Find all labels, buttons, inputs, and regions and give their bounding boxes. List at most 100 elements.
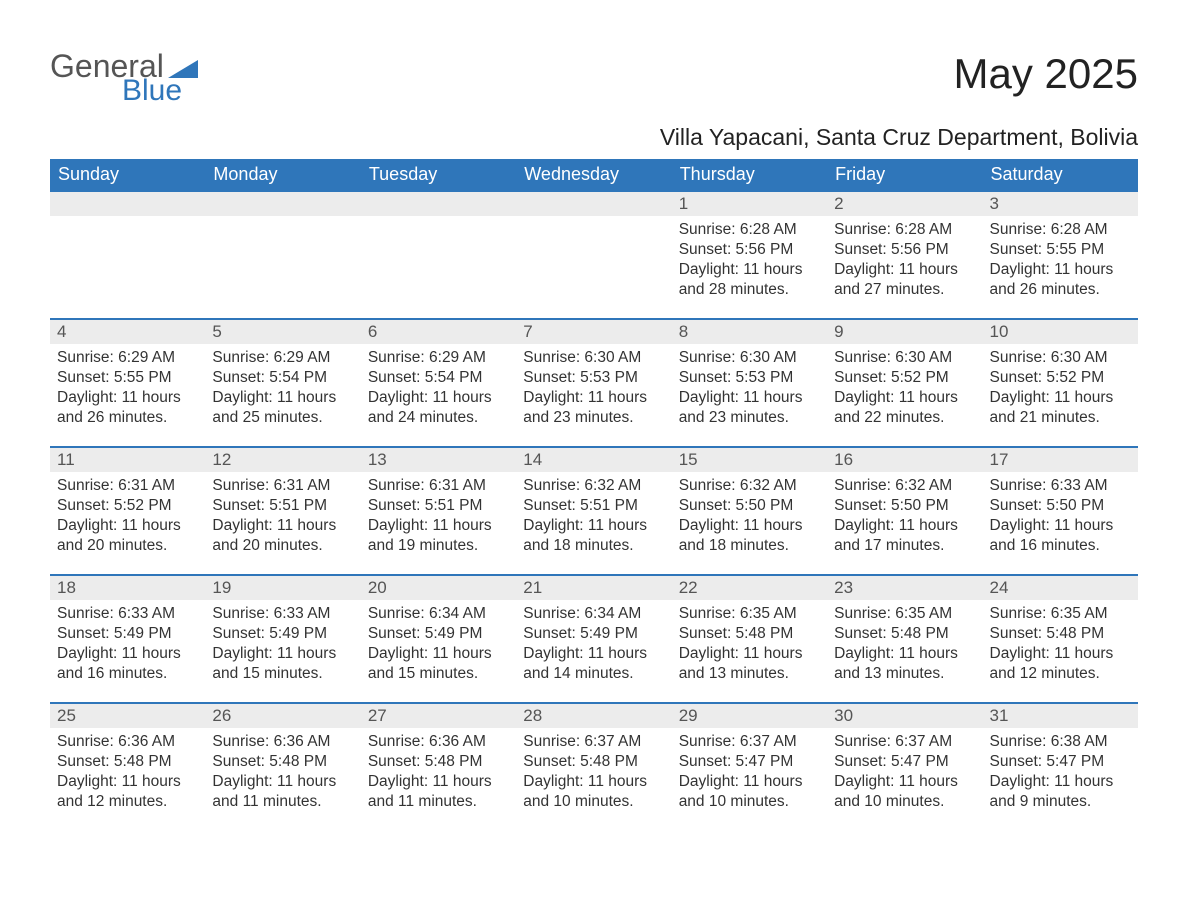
sunrise-line: Sunrise: 6:37 AM (679, 732, 820, 752)
daylight-line: Daylight: 11 hours and 22 minutes. (834, 388, 975, 428)
sunset-line: Sunset: 5:56 PM (679, 240, 820, 260)
day-number: 11 (50, 446, 205, 472)
header: General Blue May 2025 (50, 50, 1138, 106)
day-details: Sunrise: 6:35 AMSunset: 5:48 PMDaylight:… (672, 600, 827, 685)
daylight-line: Daylight: 11 hours and 12 minutes. (990, 644, 1131, 684)
sunrise-line: Sunrise: 6:32 AM (523, 476, 664, 496)
sunrise-line: Sunrise: 6:36 AM (368, 732, 509, 752)
sunset-line: Sunset: 5:49 PM (57, 624, 198, 644)
page-title: May 2025 (954, 50, 1138, 98)
calendar-cell: 2Sunrise: 6:28 AMSunset: 5:56 PMDaylight… (827, 190, 982, 318)
calendar-cell: 25Sunrise: 6:36 AMSunset: 5:48 PMDayligh… (50, 702, 205, 830)
weekday-header: Thursday (672, 159, 827, 190)
day-details: Sunrise: 6:28 AMSunset: 5:56 PMDaylight:… (672, 216, 827, 301)
calendar-cell: 7Sunrise: 6:30 AMSunset: 5:53 PMDaylight… (516, 318, 671, 446)
logo-text-blue: Blue (122, 76, 198, 106)
calendar-cell: 11Sunrise: 6:31 AMSunset: 5:52 PMDayligh… (50, 446, 205, 574)
calendar-cell: 10Sunrise: 6:30 AMSunset: 5:52 PMDayligh… (983, 318, 1138, 446)
day-number: 7 (516, 318, 671, 344)
day-number: 31 (983, 702, 1138, 728)
day-number: 6 (361, 318, 516, 344)
day-number: 14 (516, 446, 671, 472)
daylight-line: Daylight: 11 hours and 18 minutes. (523, 516, 664, 556)
day-details: Sunrise: 6:36 AMSunset: 5:48 PMDaylight:… (361, 728, 516, 813)
day-details: Sunrise: 6:34 AMSunset: 5:49 PMDaylight:… (361, 600, 516, 685)
daylight-line: Daylight: 11 hours and 26 minutes. (990, 260, 1131, 300)
sunrise-line: Sunrise: 6:34 AM (368, 604, 509, 624)
day-details: Sunrise: 6:38 AMSunset: 5:47 PMDaylight:… (983, 728, 1138, 813)
logo: General Blue (50, 50, 198, 106)
calendar-cell: 27Sunrise: 6:36 AMSunset: 5:48 PMDayligh… (361, 702, 516, 830)
sunrise-line: Sunrise: 6:29 AM (212, 348, 353, 368)
day-number: 22 (672, 574, 827, 600)
sunset-line: Sunset: 5:48 PM (212, 752, 353, 772)
day-details: Sunrise: 6:35 AMSunset: 5:48 PMDaylight:… (827, 600, 982, 685)
sunrise-line: Sunrise: 6:33 AM (990, 476, 1131, 496)
day-number (516, 190, 671, 216)
day-details: Sunrise: 6:29 AMSunset: 5:54 PMDaylight:… (361, 344, 516, 429)
sunset-line: Sunset: 5:54 PM (368, 368, 509, 388)
daylight-line: Daylight: 11 hours and 13 minutes. (834, 644, 975, 684)
daylight-line: Daylight: 11 hours and 20 minutes. (57, 516, 198, 556)
calendar-cell-empty (205, 190, 360, 318)
calendar-cell: 24Sunrise: 6:35 AMSunset: 5:48 PMDayligh… (983, 574, 1138, 702)
daylight-line: Daylight: 11 hours and 18 minutes. (679, 516, 820, 556)
daylight-line: Daylight: 11 hours and 11 minutes. (368, 772, 509, 812)
sunrise-line: Sunrise: 6:28 AM (990, 220, 1131, 240)
sunrise-line: Sunrise: 6:34 AM (523, 604, 664, 624)
daylight-line: Daylight: 11 hours and 14 minutes. (523, 644, 664, 684)
daylight-line: Daylight: 11 hours and 10 minutes. (834, 772, 975, 812)
sunset-line: Sunset: 5:51 PM (523, 496, 664, 516)
sunrise-line: Sunrise: 6:29 AM (368, 348, 509, 368)
calendar-cell: 18Sunrise: 6:33 AMSunset: 5:49 PMDayligh… (50, 574, 205, 702)
day-details: Sunrise: 6:31 AMSunset: 5:52 PMDaylight:… (50, 472, 205, 557)
sunrise-line: Sunrise: 6:29 AM (57, 348, 198, 368)
calendar-cell: 1Sunrise: 6:28 AMSunset: 5:56 PMDaylight… (672, 190, 827, 318)
sunset-line: Sunset: 5:51 PM (368, 496, 509, 516)
day-number: 10 (983, 318, 1138, 344)
sunrise-line: Sunrise: 6:31 AM (57, 476, 198, 496)
daylight-line: Daylight: 11 hours and 27 minutes. (834, 260, 975, 300)
sunset-line: Sunset: 5:47 PM (834, 752, 975, 772)
calendar-cell: 31Sunrise: 6:38 AMSunset: 5:47 PMDayligh… (983, 702, 1138, 830)
day-details: Sunrise: 6:31 AMSunset: 5:51 PMDaylight:… (361, 472, 516, 557)
day-number: 8 (672, 318, 827, 344)
sunset-line: Sunset: 5:48 PM (57, 752, 198, 772)
sunset-line: Sunset: 5:49 PM (212, 624, 353, 644)
daylight-line: Daylight: 11 hours and 13 minutes. (679, 644, 820, 684)
calendar-table: SundayMondayTuesdayWednesdayThursdayFrid… (50, 159, 1138, 830)
calendar-cell-empty (361, 190, 516, 318)
weekday-header: Wednesday (516, 159, 671, 190)
calendar-week-row: 11Sunrise: 6:31 AMSunset: 5:52 PMDayligh… (50, 446, 1138, 574)
calendar-week-row: 18Sunrise: 6:33 AMSunset: 5:49 PMDayligh… (50, 574, 1138, 702)
day-number: 5 (205, 318, 360, 344)
day-number: 29 (672, 702, 827, 728)
sunrise-line: Sunrise: 6:33 AM (57, 604, 198, 624)
day-number: 9 (827, 318, 982, 344)
calendar-cell: 22Sunrise: 6:35 AMSunset: 5:48 PMDayligh… (672, 574, 827, 702)
daylight-line: Daylight: 11 hours and 21 minutes. (990, 388, 1131, 428)
day-details: Sunrise: 6:37 AMSunset: 5:48 PMDaylight:… (516, 728, 671, 813)
sunrise-line: Sunrise: 6:31 AM (212, 476, 353, 496)
day-details: Sunrise: 6:37 AMSunset: 5:47 PMDaylight:… (672, 728, 827, 813)
sunrise-line: Sunrise: 6:28 AM (834, 220, 975, 240)
sunrise-line: Sunrise: 6:38 AM (990, 732, 1131, 752)
daylight-line: Daylight: 11 hours and 15 minutes. (368, 644, 509, 684)
sunset-line: Sunset: 5:50 PM (834, 496, 975, 516)
daylight-line: Daylight: 11 hours and 23 minutes. (679, 388, 820, 428)
sunrise-line: Sunrise: 6:31 AM (368, 476, 509, 496)
day-details: Sunrise: 6:33 AMSunset: 5:50 PMDaylight:… (983, 472, 1138, 557)
sunrise-line: Sunrise: 6:32 AM (834, 476, 975, 496)
calendar-cell: 5Sunrise: 6:29 AMSunset: 5:54 PMDaylight… (205, 318, 360, 446)
calendar-cell: 28Sunrise: 6:37 AMSunset: 5:48 PMDayligh… (516, 702, 671, 830)
sunset-line: Sunset: 5:53 PM (679, 368, 820, 388)
sunset-line: Sunset: 5:49 PM (523, 624, 664, 644)
day-number: 12 (205, 446, 360, 472)
day-number: 13 (361, 446, 516, 472)
sunset-line: Sunset: 5:48 PM (990, 624, 1131, 644)
weekday-header: Sunday (50, 159, 205, 190)
daylight-line: Daylight: 11 hours and 10 minutes. (679, 772, 820, 812)
day-number: 23 (827, 574, 982, 600)
sunrise-line: Sunrise: 6:30 AM (679, 348, 820, 368)
sunset-line: Sunset: 5:47 PM (990, 752, 1131, 772)
